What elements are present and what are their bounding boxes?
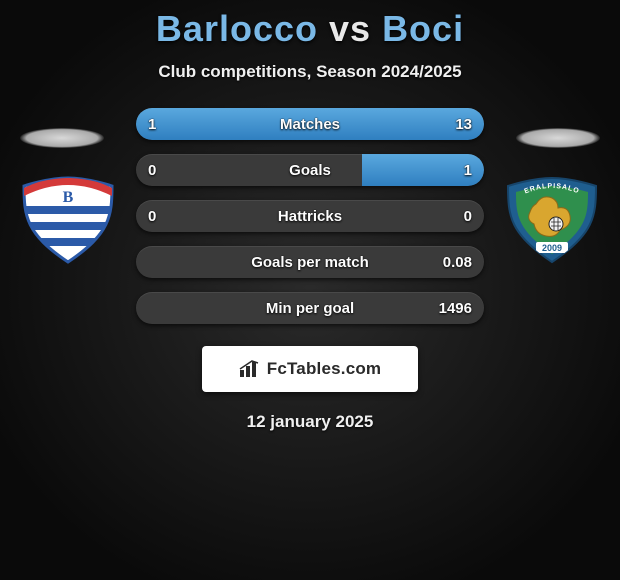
bar-chart-icon [239,360,261,378]
svg-text:B: B [63,189,74,206]
stat-row-hattricks: 0 Hattricks 0 [136,200,484,232]
stat-label: Goals per match [136,246,484,278]
shadow-right [516,128,600,148]
header: Barlocco vs Boci Club competitions, Seas… [0,0,620,82]
stat-label: Matches [136,108,484,140]
brand-text: FcTables.com [267,359,382,379]
stat-row-min-per-goal: Min per goal 1496 [136,292,484,324]
subtitle: Club competitions, Season 2024/2025 [0,62,620,82]
stat-row-goals: 0 Goals 1 [136,154,484,186]
crest-year: 2009 [542,243,562,253]
brand-badge[interactable]: FcTables.com [202,346,418,392]
shield-icon: ERALPISALO 2009 [502,176,602,264]
stat-value-right: 0.08 [443,246,472,278]
date-line: 12 january 2025 [0,412,620,432]
club-crest-right: ERALPISALO 2009 [502,176,602,264]
stat-label: Min per goal [136,292,484,324]
comparison-title: Barlocco vs Boci [0,8,620,50]
stat-row-matches: 1 Matches 13 [136,108,484,140]
stat-value-right: 1496 [439,292,472,324]
stat-value-right: 0 [464,200,472,232]
stat-row-goals-per-match: Goals per match 0.08 [136,246,484,278]
shield-icon: B [18,176,118,264]
shadow-left [20,128,104,148]
vs-separator: vs [329,8,371,49]
stat-value-right: 13 [455,108,472,140]
stat-label: Goals [136,154,484,186]
player-name-left: Barlocco [156,8,318,49]
stats-list: 1 Matches 13 0 Goals 1 0 Hattricks 0 Goa… [136,108,484,324]
stat-label: Hattricks [136,200,484,232]
club-crest-left: B [18,176,118,264]
stat-value-right: 1 [464,154,472,186]
player-name-right: Boci [382,8,464,49]
